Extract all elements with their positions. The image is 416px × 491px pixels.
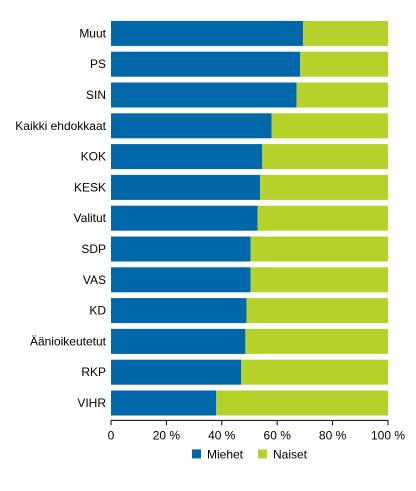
category-label: Valitut [74,211,107,225]
bar-naiset-5 [260,174,388,200]
x-tick-label: 80 % [319,428,347,442]
legend-label-naiset: Naiset [273,447,308,461]
bar-miehet-11 [111,359,242,385]
category-label: Kaikki ehdokkaat [15,119,106,133]
bar-miehet-9 [111,298,247,324]
category-label: Äänioikeutetut [30,334,107,348]
legend: Miehet Naiset [192,447,308,461]
legend-label-miehet: Miehet [207,447,244,461]
category-label: RKP [81,365,106,379]
bar-miehet-2 [111,82,297,108]
category-label: SDP [81,242,106,256]
bar-miehet-1 [111,51,301,77]
bar-miehet-0 [111,20,303,46]
bar-miehet-5 [111,174,261,200]
bar-miehet-8 [111,267,251,293]
bar-naiset-10 [245,328,388,354]
bar-naiset-0 [302,20,388,46]
x-tick-label: 20 % [153,428,181,442]
category-label: SIN [86,88,106,102]
category-label: VAS [83,273,106,287]
x-axis-ticks: 0 20 % 40 % 60 % 80 % 100 % [108,420,405,442]
bar-miehet-6 [111,205,258,231]
bar-miehet-4 [111,144,263,170]
bar-naiset-8 [250,267,388,293]
x-tick-label: 0 [108,428,115,442]
legend-swatch-miehet [192,449,201,459]
x-tick-label: 40 % [208,428,236,442]
bar-naiset-12 [216,390,388,416]
bar-naiset-7 [250,236,388,262]
x-tick-label: 60 % [264,428,292,442]
category-label: PS [90,57,106,71]
bar-naiset-9 [246,298,388,324]
bar-naiset-11 [241,359,388,385]
category-label: KD [89,304,106,318]
bar-miehet-10 [111,328,246,354]
bar-miehet-3 [111,113,272,139]
category-label: KOK [81,150,106,164]
bar-miehet-7 [111,236,251,262]
bar-miehet-12 [111,390,217,416]
legend-swatch-naiset [258,449,267,459]
category-labels: Muut PS SIN Kaikki ehdokkaat KOK KESK Valitut S… [15,26,106,410]
category-label: VIHR [77,396,106,410]
bar-naiset-1 [300,51,388,77]
category-label: Muut [79,26,106,40]
bar-naiset-6 [257,205,388,231]
bar-naiset-4 [262,144,388,170]
bar-naiset-3 [271,113,388,139]
category-label: KESK [74,180,106,194]
bar-naiset-2 [296,82,388,108]
x-tick-label: 100 % [371,428,405,442]
bars-group [111,20,388,416]
